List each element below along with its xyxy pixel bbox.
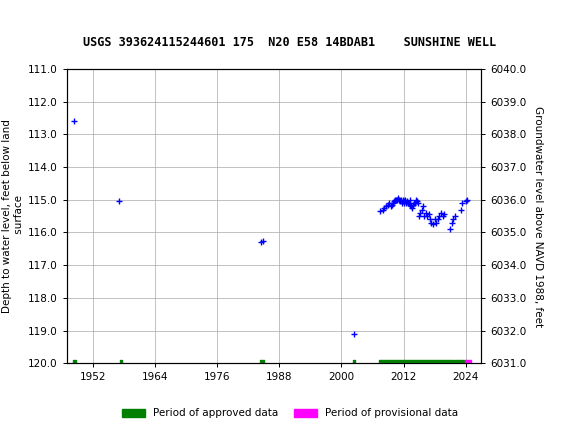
Point bbox=[417, 206, 426, 213]
Point bbox=[415, 212, 424, 219]
Point bbox=[401, 200, 411, 206]
Point bbox=[380, 204, 389, 211]
Point bbox=[409, 200, 419, 206]
Point bbox=[412, 198, 422, 205]
Bar bbox=[6, 16, 23, 29]
Point bbox=[432, 219, 441, 226]
Point bbox=[436, 209, 445, 216]
Point bbox=[389, 200, 398, 206]
Point bbox=[433, 216, 443, 223]
Point bbox=[382, 203, 391, 210]
Point bbox=[394, 196, 404, 203]
Text: USGS 393624115244601 175  N20 E58 14BDAB1    SUNSHINE WELL: USGS 393624115244601 175 N20 E58 14BDAB1… bbox=[84, 37, 496, 49]
Point bbox=[438, 212, 447, 219]
Point bbox=[449, 216, 458, 223]
Point bbox=[406, 196, 415, 203]
Point bbox=[445, 226, 455, 233]
Point bbox=[408, 204, 417, 211]
Point bbox=[424, 211, 433, 218]
Point bbox=[376, 208, 385, 215]
Point bbox=[458, 200, 467, 206]
Point bbox=[396, 196, 405, 203]
Point bbox=[456, 206, 465, 213]
Point bbox=[463, 196, 472, 203]
Point bbox=[386, 203, 396, 210]
Point bbox=[451, 212, 460, 219]
Point bbox=[401, 196, 410, 203]
Point bbox=[422, 212, 432, 219]
Point bbox=[390, 198, 399, 205]
Point bbox=[447, 219, 456, 226]
Point bbox=[383, 201, 392, 208]
Point bbox=[256, 239, 266, 246]
Point bbox=[430, 216, 440, 223]
Point bbox=[435, 212, 444, 219]
Point bbox=[258, 237, 267, 244]
Point bbox=[416, 209, 425, 216]
Y-axis label: Groundwater level above NAVD 1988, feet: Groundwater level above NAVD 1988, feet bbox=[534, 105, 543, 327]
Point bbox=[396, 198, 405, 205]
Point bbox=[428, 221, 437, 228]
Point bbox=[391, 196, 400, 203]
Point bbox=[385, 200, 394, 206]
Point bbox=[114, 198, 123, 205]
Point bbox=[420, 212, 429, 219]
Point bbox=[461, 198, 470, 205]
Point bbox=[378, 206, 387, 213]
Point bbox=[394, 195, 403, 202]
Text: ▣: ▣ bbox=[3, 6, 24, 26]
Point bbox=[398, 196, 407, 203]
Text: USGS: USGS bbox=[38, 9, 80, 23]
Point bbox=[408, 201, 418, 208]
Bar bbox=[23, 3, 41, 16]
Point bbox=[397, 200, 407, 206]
Point bbox=[399, 200, 408, 206]
Point bbox=[392, 196, 401, 203]
Point bbox=[403, 200, 412, 206]
Point bbox=[414, 200, 423, 206]
Point bbox=[426, 219, 436, 226]
Point bbox=[403, 198, 412, 205]
Bar bbox=[6, 3, 41, 29]
Point bbox=[404, 200, 414, 206]
Point bbox=[411, 200, 420, 206]
Y-axis label: Depth to water level, feet below land
 surface: Depth to water level, feet below land su… bbox=[2, 119, 24, 313]
Point bbox=[70, 118, 79, 125]
Point bbox=[393, 196, 402, 203]
Point bbox=[387, 201, 396, 208]
Point bbox=[425, 216, 434, 223]
Point bbox=[407, 203, 416, 210]
Point bbox=[350, 330, 359, 337]
Point bbox=[405, 201, 414, 208]
Point bbox=[400, 198, 409, 205]
Point bbox=[421, 209, 430, 216]
Point bbox=[440, 211, 449, 218]
Legend: Period of approved data, Period of provisional data: Period of approved data, Period of provi… bbox=[118, 404, 462, 423]
Point bbox=[411, 196, 420, 203]
Point bbox=[419, 203, 428, 210]
